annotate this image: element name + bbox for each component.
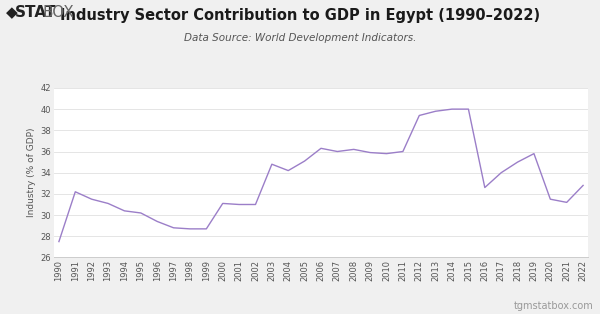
Text: ◆: ◆ [6, 5, 23, 20]
Text: BOX: BOX [43, 5, 74, 20]
Text: tgmstatbox.com: tgmstatbox.com [514, 301, 594, 311]
Text: Industry Sector Contribution to GDP in Egypt (1990–2022): Industry Sector Contribution to GDP in E… [60, 8, 540, 23]
Text: Data Source: World Development Indicators.: Data Source: World Development Indicator… [184, 33, 416, 43]
Text: STAT: STAT [15, 5, 56, 20]
Y-axis label: Industry (% of GDP): Industry (% of GDP) [28, 128, 37, 218]
